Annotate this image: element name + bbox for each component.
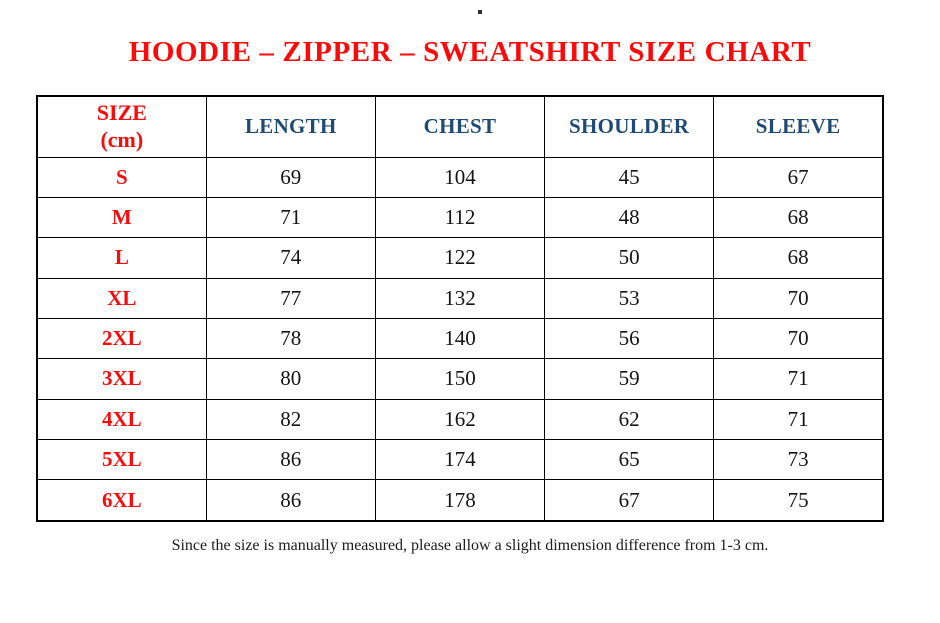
value-cell: 78 bbox=[205, 317, 376, 360]
stray-dot bbox=[478, 10, 482, 14]
table-header-row: SIZE (cm) LENGTH CHEST SHOULDER SLEEVE bbox=[36, 95, 884, 158]
size-cell: S bbox=[36, 156, 207, 198]
size-chart-table: SIZE (cm) LENGTH CHEST SHOULDER SLEEVE S… bbox=[36, 95, 884, 522]
value-cell: 162 bbox=[374, 398, 546, 440]
value-cell: 140 bbox=[374, 317, 546, 360]
value-cell: 73 bbox=[713, 438, 884, 481]
size-cell: L bbox=[36, 237, 207, 279]
value-cell: 75 bbox=[713, 479, 884, 522]
value-cell: 80 bbox=[205, 358, 376, 400]
size-cell: 6XL bbox=[36, 479, 207, 522]
value-cell: 56 bbox=[544, 317, 715, 360]
value-cell: 71 bbox=[205, 196, 376, 239]
column-header-length: LENGTH bbox=[205, 95, 376, 158]
table-row-3xl: 3XL 80 150 59 71 bbox=[36, 358, 884, 400]
size-cell: M bbox=[36, 196, 207, 239]
value-cell: 45 bbox=[544, 156, 715, 198]
column-header-sleeve: SLEEVE bbox=[713, 95, 884, 158]
table-row-5xl: 5XL 86 174 65 73 bbox=[36, 438, 884, 481]
column-header-chest: CHEST bbox=[374, 95, 546, 158]
value-cell: 70 bbox=[713, 317, 884, 360]
value-cell: 67 bbox=[544, 479, 715, 522]
table-row-m: M 71 112 48 68 bbox=[36, 196, 884, 239]
size-header-line2: (cm) bbox=[100, 126, 144, 152]
value-cell: 122 bbox=[374, 237, 546, 279]
table-row-l: L 74 122 50 68 bbox=[36, 237, 884, 279]
value-cell: 71 bbox=[713, 358, 884, 400]
value-cell: 53 bbox=[544, 277, 715, 319]
size-header-line1: SIZE bbox=[96, 100, 147, 126]
value-cell: 62 bbox=[544, 398, 715, 440]
value-cell: 50 bbox=[544, 237, 715, 279]
table-row-2xl: 2XL 78 140 56 70 bbox=[36, 317, 884, 360]
column-header-shoulder: SHOULDER bbox=[544, 95, 715, 158]
page-title: HOODIE – ZIPPER – SWEATSHIRT SIZE CHART bbox=[128, 36, 812, 68]
column-header-size: SIZE (cm) bbox=[36, 95, 207, 158]
value-cell: 132 bbox=[374, 277, 546, 319]
value-cell: 70 bbox=[713, 277, 884, 319]
value-cell: 112 bbox=[374, 196, 546, 239]
value-cell: 86 bbox=[205, 479, 376, 522]
value-cell: 67 bbox=[713, 156, 884, 198]
value-cell: 77 bbox=[205, 277, 376, 319]
value-cell: 71 bbox=[713, 398, 884, 440]
size-cell: 4XL bbox=[36, 398, 207, 440]
value-cell: 174 bbox=[374, 438, 546, 481]
value-cell: 104 bbox=[374, 156, 546, 198]
value-cell: 68 bbox=[713, 196, 884, 239]
table-row-4xl: 4XL 82 162 62 71 bbox=[36, 398, 884, 440]
value-cell: 86 bbox=[205, 438, 376, 481]
value-cell: 150 bbox=[374, 358, 546, 400]
footer-note: Since the size is manually measured, ple… bbox=[171, 537, 769, 554]
size-cell: XL bbox=[36, 277, 207, 319]
size-cell: 3XL bbox=[36, 358, 207, 400]
value-cell: 68 bbox=[713, 237, 884, 279]
value-cell: 178 bbox=[374, 479, 546, 522]
value-cell: 65 bbox=[544, 438, 715, 481]
value-cell: 74 bbox=[205, 237, 376, 279]
value-cell: 69 bbox=[205, 156, 376, 198]
size-cell: 5XL bbox=[36, 438, 207, 481]
size-cell: 2XL bbox=[36, 317, 207, 360]
table-row-s: S 69 104 45 67 bbox=[36, 156, 884, 198]
value-cell: 48 bbox=[544, 196, 715, 239]
value-cell: 82 bbox=[205, 398, 376, 440]
table-row-6xl: 6XL 86 178 67 75 bbox=[36, 479, 884, 522]
table-row-xl: XL 77 132 53 70 bbox=[36, 277, 884, 319]
value-cell: 59 bbox=[544, 358, 715, 400]
